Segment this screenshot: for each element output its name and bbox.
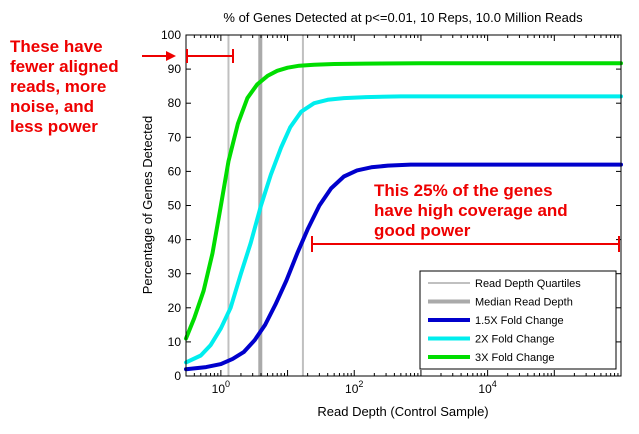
legend: Read Depth Quartiles Median Read Depth 1.5… [419, 270, 617, 370]
y-tick-label-40: 40 [168, 233, 182, 247]
x-tick-label-exponent: 0 [225, 379, 230, 389]
x-tick-label-base: 10 [478, 382, 492, 396]
x-tick-label-1: 102 [345, 379, 363, 396]
y-tick-label-80: 80 [168, 96, 182, 110]
y-tick-label-10: 10 [168, 335, 182, 349]
x-tick-label-base: 10 [345, 382, 359, 396]
x-axis-label: Read Depth (Control Sample) [317, 404, 488, 419]
y-tick-label-0: 0 [174, 369, 181, 383]
series-line-3x [184, 61, 623, 341]
left-pointer-arrowhead [166, 51, 176, 61]
legend-entry-quartiles-label: Read Depth Quartiles [475, 278, 581, 290]
y-tick-label-70: 70 [168, 130, 182, 144]
annotation-arrows [142, 49, 620, 252]
y-tick-label-60: 60 [168, 164, 182, 178]
x-tick-label-0: 100 [212, 379, 230, 396]
x-tick-label-exponent: 4 [492, 379, 497, 389]
legend-entry-1-5x-label: 1.5X Fold Change [475, 315, 564, 327]
legend-entry-3x-label: 3X Fold Change [475, 352, 555, 364]
legend-entry-2x-label: 2X Fold Change [475, 334, 555, 346]
y-tick-label-20: 20 [168, 301, 182, 315]
series-line-2x [184, 94, 623, 365]
x-tick-label-base: 10 [212, 382, 226, 396]
chart-title: % of Genes Detected at p<=0.01, 10 Reps,… [223, 10, 583, 25]
x-tick-label-exponent: 2 [358, 379, 363, 389]
series-lines [184, 61, 623, 372]
y-tick-label-100: 100 [161, 28, 181, 42]
annotation-left: These have fewer aligned reads, more noi… [10, 37, 119, 136]
y-axis-label: Percentage of Genes Detected [140, 116, 155, 295]
y-tick-label-90: 90 [168, 62, 182, 76]
x-axis: 100 102 104 [185, 35, 622, 396]
annotation-right: This 25% of the genes have high coverage… [374, 181, 568, 240]
y-tick-label-30: 30 [168, 267, 182, 281]
x-tick-label-2: 104 [478, 379, 496, 396]
legend-entry-median-label: Median Read Depth [475, 297, 573, 309]
y-axis: 0 10 20 30 40 50 60 70 80 90 100 [161, 28, 621, 383]
y-tick-label-50: 50 [168, 199, 182, 213]
series-line-1-5x [184, 162, 623, 372]
